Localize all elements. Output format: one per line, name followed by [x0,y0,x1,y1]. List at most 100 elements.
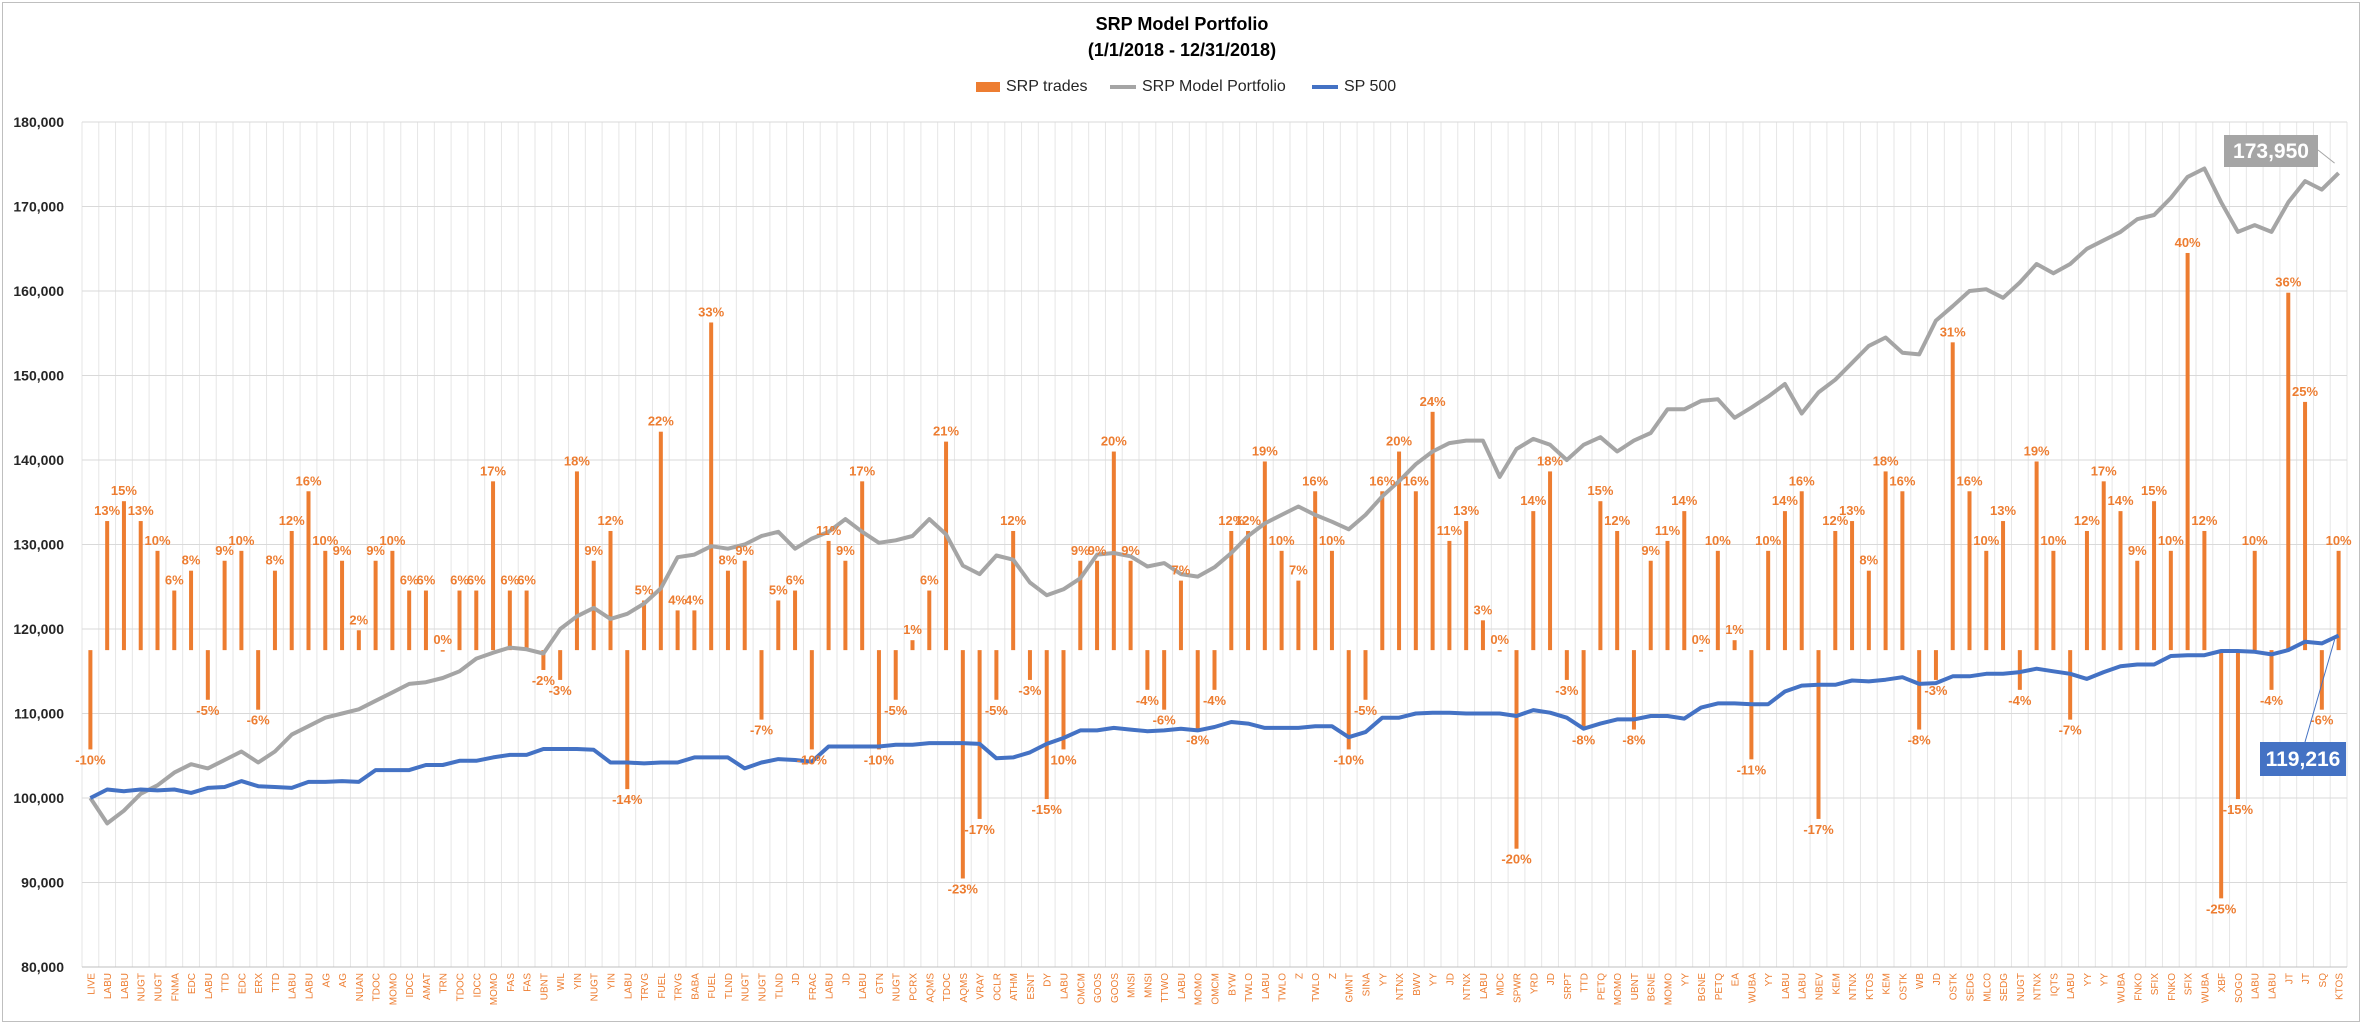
x-tick-label: LABU [858,973,869,999]
trade-bar [692,610,697,651]
x-tick-label: KEM [1831,973,1842,995]
chart-subtitle: (1/1/2018 - 12/31/2018) [1087,40,1277,60]
trade-bar [1296,580,1301,651]
trade-bar [742,560,747,651]
y-tick-label: 170,000 [13,199,64,215]
x-tick-label: NBEV [1815,973,1826,1001]
trade-bar [306,491,311,651]
trade-data-label: -17% [964,822,995,837]
trade-bar [1195,650,1200,730]
trade-bar [1682,511,1687,651]
trade-bar [2252,550,2257,651]
trade-bar [222,560,227,651]
trade-data-label: 16% [1403,473,1429,488]
trade-bar [2135,560,2140,651]
trade-data-label: -23% [948,881,979,896]
trade-data-label: 16% [1956,473,1982,488]
horizontal-gridlines: 80,000 90,000 100,000 110,000 120,000 130,000… [13,114,2347,975]
trade-data-label: 9% [735,543,754,558]
trade-data-label: 10% [379,533,405,548]
trade-data-label: 16% [1789,473,1815,488]
trade-bar [121,501,126,651]
x-tick-label: ERX [254,973,265,994]
legend-label-model: SRP Model Portfolio [1142,78,1286,95]
trade-data-label: 6% [920,573,939,588]
trade-bar [541,650,546,670]
legend-item-model: SRP Model Portfolio [1110,78,1286,96]
trade-bar [591,560,596,651]
trade-data-label: 9% [1088,543,1107,558]
x-tick-label: FUEL [657,973,668,999]
trade-bar [2084,530,2089,651]
trade-bar [1229,530,1234,651]
trade-data-label: 5% [769,582,788,597]
trade-bar [2051,550,2056,651]
trade-bar [2235,650,2240,800]
trade-bar [1933,650,1938,680]
trade-bar [893,650,898,700]
trade-data-label: 11% [1437,523,1463,538]
trade-bar [2286,292,2291,651]
trade-bar [88,650,93,750]
x-tick-label: GOOS [1093,973,1104,1003]
trade-data-label: 10% [312,533,338,548]
x-tick-label: WUBA [2117,973,2128,1003]
x-tick-label: FNKO [2133,973,2144,1001]
x-tick-label: GMNT [1345,973,1356,1002]
y-tick-label: 150,000 [13,368,64,384]
trade-data-label: -7% [2059,723,2083,738]
trade-data-label: -5% [884,703,908,718]
trade-data-label: 14% [1520,493,1546,508]
trade-data-label: 10% [228,533,254,548]
trade-data-label: -15% [2223,802,2254,817]
y-tick-label: 140,000 [13,452,64,468]
trade-data-label: 0% [1490,632,1509,647]
trade-bar [2336,550,2341,651]
model-end-callout: 173,950 [2224,135,2335,167]
trade-bar [927,590,932,651]
trade-data-label: -7% [750,723,774,738]
trade-data-label: 2% [349,612,368,627]
trade-data-label: 19% [1252,443,1278,458]
trade-data-label: 12% [2191,513,2217,528]
trade-bar [759,650,764,720]
x-tick-label: WB [1915,973,1926,989]
trade-bar [1447,540,1452,651]
trade-bar [1782,511,1787,651]
trade-bar [1833,530,1838,651]
trade-bar [1480,620,1485,651]
trade-bar [323,550,328,651]
x-tick-label: FRAC [808,973,819,1000]
trade-bar [2101,481,2106,651]
x-tick-label: SFIX [2184,973,2195,996]
trade-bar [1799,491,1804,651]
trade-data-label: 7% [1289,563,1308,578]
trade-bar [2219,650,2224,899]
trade-data-label: 1% [903,622,922,637]
trade-data-label: 24% [1420,394,1446,409]
legend-swatch-sp500 [1312,85,1338,89]
trade-data-label: 4% [685,592,704,607]
trade-data-label: 8% [719,553,738,568]
sp500-line [89,633,2340,800]
x-tick-label: AG [338,973,349,988]
x-tick-label: TRVG [674,973,685,1001]
x-tick-label: IQTS [2049,973,2060,997]
trade-data-label: -3% [1018,683,1042,698]
trade-bar [1564,650,1569,680]
x-tick-label: MOMO [1194,973,1205,1005]
trade-data-label: 18% [1537,453,1563,468]
trade-bar [356,630,361,651]
trade-data-label: -8% [1622,733,1646,748]
trade-data-label: 6% [467,573,486,588]
trade-bar [289,530,294,651]
trade-data-label: -6% [247,713,271,728]
trade-bar [1514,650,1519,849]
x-tick-label: FNMA [170,973,181,1002]
x-tick-label: YY [1429,973,1440,987]
x-tick-label: YIN [607,973,618,990]
x-tick-label: OSTK [1898,973,1909,1001]
trade-bar [138,521,143,651]
trade-data-label: 1% [1725,622,1744,637]
